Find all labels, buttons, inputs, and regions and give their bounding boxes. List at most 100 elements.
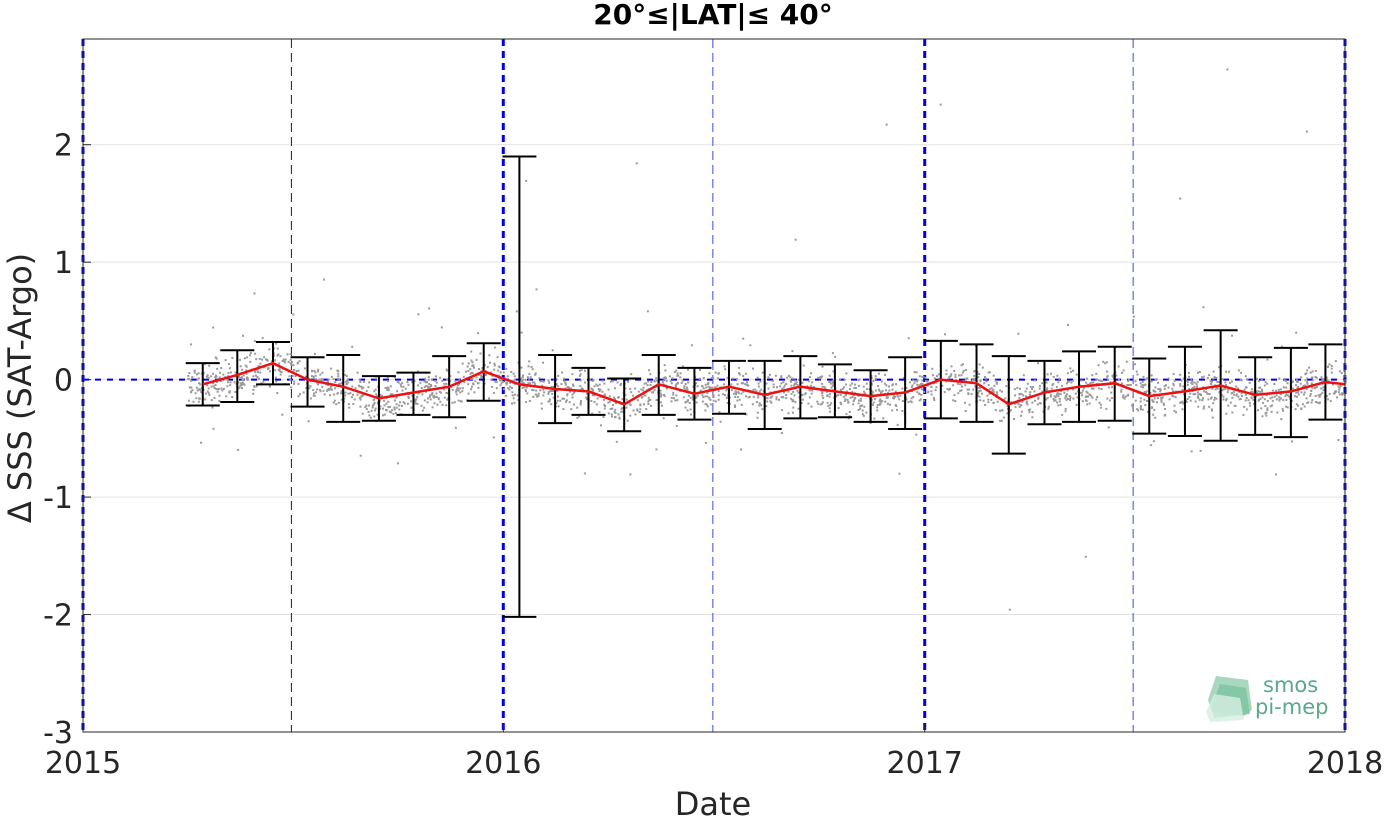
scatter-point (686, 386, 688, 389)
scatter-point (775, 396, 778, 399)
scatter-point (589, 378, 592, 381)
scatter-point (829, 404, 832, 407)
scatter-point (959, 383, 962, 386)
scatter-point (274, 369, 277, 372)
scatter-point (474, 380, 477, 383)
scatter-point (395, 406, 398, 409)
scatter-point (1096, 378, 1099, 381)
scatter-point (687, 368, 689, 371)
scatter-point (959, 389, 962, 392)
scatter-point (491, 385, 494, 388)
scatter-point (679, 376, 682, 379)
y-tick-label: 2 (54, 129, 73, 164)
scatter-point (305, 387, 308, 389)
scatter-point (191, 389, 194, 392)
scatter-point (542, 361, 544, 364)
scatter-point (504, 394, 507, 397)
scatter-point (317, 368, 320, 371)
scatter-point (1026, 403, 1029, 406)
scatter-point (1242, 414, 1245, 416)
scatter-point (1014, 405, 1017, 408)
scatter-point (905, 398, 908, 401)
scatter-point (1208, 393, 1211, 395)
scatter-point (565, 400, 567, 403)
scatter-point (1150, 380, 1153, 383)
scatter-point (830, 402, 833, 405)
scatter-point (645, 408, 648, 410)
scatter-point (608, 400, 611, 403)
scatter-point (522, 378, 525, 381)
scatter-point (1079, 391, 1082, 394)
scatter-point (1310, 382, 1313, 385)
scatter-point (1082, 389, 1084, 392)
scatter-point (884, 400, 887, 403)
scatter-point (572, 383, 574, 386)
scatter-point (475, 376, 478, 379)
scatter-point (289, 379, 292, 381)
scatter-point (863, 390, 865, 393)
scatter-point (277, 369, 280, 372)
scatter-point (495, 387, 498, 390)
scatter-point (719, 420, 722, 423)
scatter-point (1124, 395, 1127, 398)
scatter-point (528, 360, 531, 363)
scatter-point (843, 378, 846, 381)
scatter-point (1101, 380, 1104, 383)
scatter-point (1275, 473, 1277, 476)
scatter-point (762, 395, 765, 398)
scatter-point (555, 382, 558, 385)
scatter-point (1139, 406, 1142, 409)
scatter-point (895, 405, 898, 407)
scatter-point (547, 379, 550, 382)
scatter-point (695, 395, 698, 398)
scatter-point (1295, 391, 1298, 394)
scatter-point (210, 385, 213, 388)
scatter-point (550, 403, 553, 406)
scatter-point (430, 384, 432, 386)
scatter-point (483, 364, 486, 367)
scatter-point (368, 414, 371, 417)
scatter-point (625, 406, 628, 409)
scatter-point (416, 396, 419, 398)
scatter-point (717, 377, 720, 380)
scatter-point (1141, 380, 1144, 383)
scatter-point (1195, 386, 1198, 389)
scatter-point (614, 408, 617, 411)
scatter-point (530, 366, 533, 368)
scatter-point (423, 399, 426, 402)
scatter-point (687, 394, 690, 397)
scatter-point (1193, 385, 1196, 388)
scatter-point (1051, 384, 1054, 387)
scatter-point (360, 385, 363, 388)
scatter-point (738, 398, 741, 401)
scatter-point (239, 382, 242, 385)
scatter-point (443, 382, 446, 385)
scatter-point (534, 383, 537, 386)
scatter-point (329, 394, 331, 397)
scatter-point (662, 417, 665, 420)
scatter-point (680, 382, 683, 384)
scatter-point (475, 358, 478, 361)
scatter-point (1181, 408, 1184, 411)
scatter-point (1322, 378, 1325, 381)
scatter-point (923, 399, 926, 402)
scatter-point (725, 388, 728, 390)
scatter-point (1250, 396, 1253, 399)
scatter-point (1225, 412, 1228, 415)
scatter-point (1172, 373, 1175, 376)
scatter-point (607, 412, 610, 415)
scatter-point (199, 389, 202, 391)
scatter-point (403, 402, 406, 405)
scatter-point (891, 388, 894, 391)
scatter-point (1259, 397, 1262, 400)
scatter-point (1314, 386, 1317, 389)
scatter-point (344, 391, 347, 394)
scatter-point (312, 375, 315, 378)
scatter-point (1278, 399, 1281, 402)
scatter-point (676, 381, 679, 384)
scatter-point (674, 399, 677, 402)
scatter-point (1134, 380, 1137, 383)
scatter-point (406, 402, 409, 405)
scatter-point (417, 384, 420, 387)
